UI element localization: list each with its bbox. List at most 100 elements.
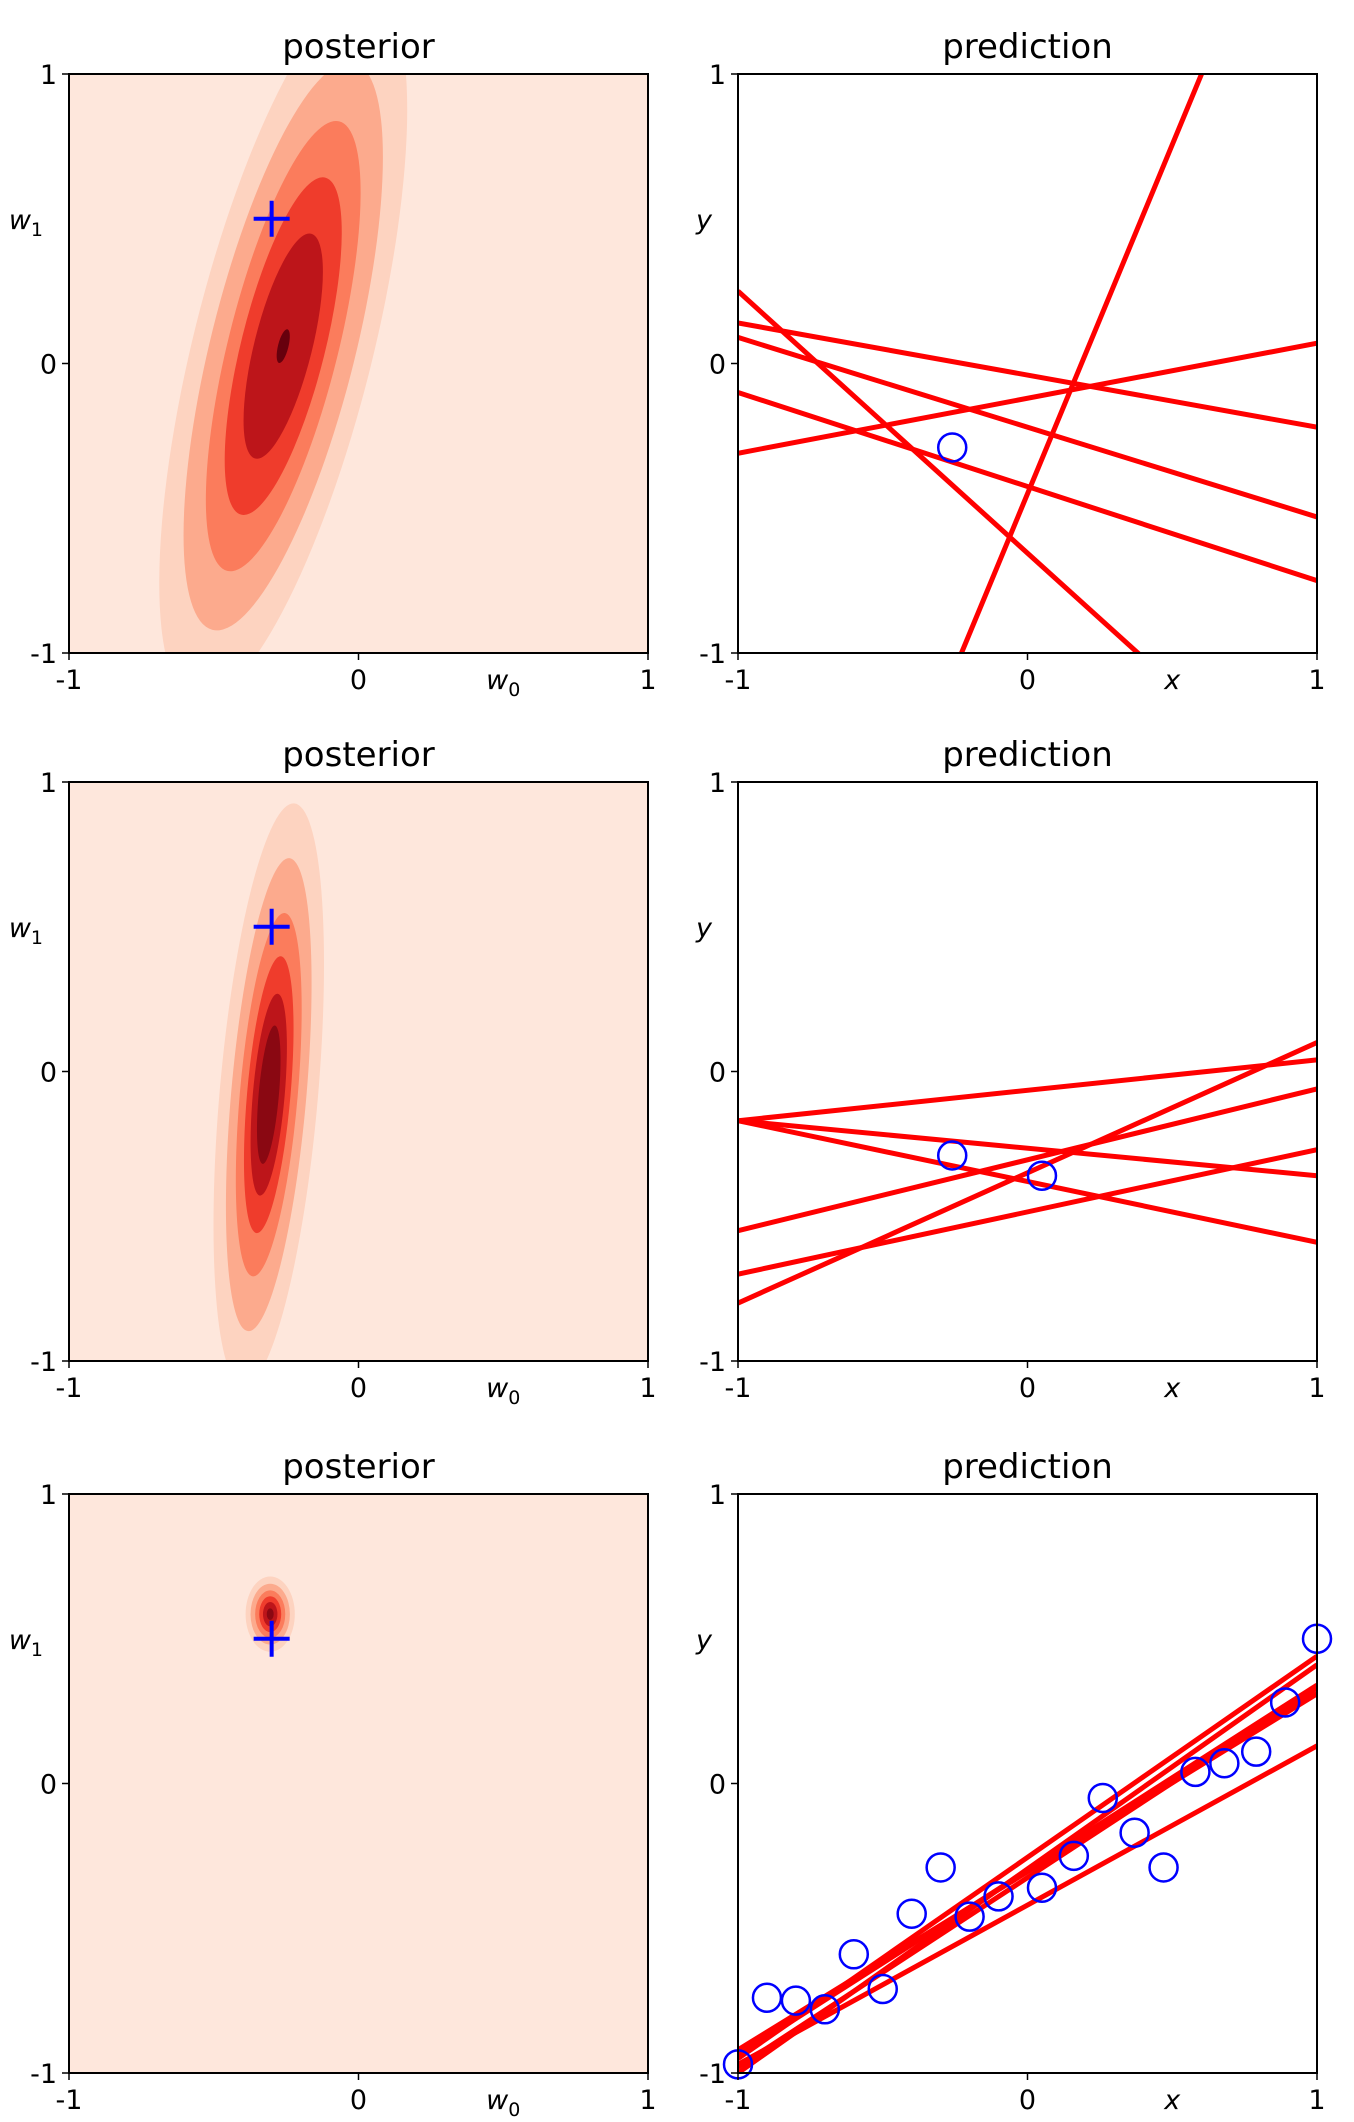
plot-content bbox=[213, 803, 325, 1361]
observation-point bbox=[1119, 1817, 1150, 1848]
x-axis-label: w0 bbox=[486, 665, 520, 701]
y-tick-label: 0 bbox=[709, 1058, 726, 1089]
y-tick-label: -1 bbox=[699, 1347, 726, 1378]
y-axis-label: w1 bbox=[9, 1625, 43, 1661]
y-tick-label: 0 bbox=[709, 1770, 726, 1801]
observation-point bbox=[936, 432, 968, 463]
x-tick-label: 0 bbox=[350, 1373, 367, 1404]
true-weight-marker bbox=[253, 908, 290, 945]
x-axis-label: w0 bbox=[486, 1373, 520, 1409]
x-tick-label: 1 bbox=[639, 1373, 656, 1404]
sample-line-2 bbox=[738, 320, 1317, 430]
observation-point bbox=[1087, 1782, 1119, 1814]
sample-line-1 bbox=[738, 1118, 1317, 1245]
sample-line-5 bbox=[738, 340, 1317, 456]
x-axis-label: x bbox=[1163, 1373, 1181, 1404]
sample-line-4 bbox=[738, 390, 1317, 584]
x-tick-label: -1 bbox=[56, 2085, 83, 2116]
x-tick-label: 0 bbox=[1019, 2085, 1036, 2116]
observation-point bbox=[1148, 1852, 1179, 1883]
observation-point bbox=[780, 1985, 812, 2016]
sample-line-6 bbox=[958, 74, 1205, 653]
observation-point bbox=[1209, 1747, 1240, 1779]
subplot-5: posterior -1 0 1 -1 0 1 w0 w1 bbox=[9, 1447, 657, 2121]
observation-point bbox=[954, 1901, 985, 1932]
sample-line-3 bbox=[738, 1118, 1317, 1179]
x-tick-label: 1 bbox=[1308, 1373, 1325, 1404]
y-tick-label: -1 bbox=[30, 639, 57, 670]
sample-line-5 bbox=[738, 1147, 1317, 1277]
x-axis-label: w0 bbox=[486, 2085, 520, 2121]
observation-point bbox=[925, 1852, 956, 1883]
x-axis-label: x bbox=[1163, 665, 1181, 696]
observation-point bbox=[983, 1881, 1014, 1912]
x-tick-label: -1 bbox=[56, 1373, 83, 1404]
plot-content bbox=[738, 74, 1317, 653]
subplot-6: prediction -1 0 1 -1 0 1 x y bbox=[695, 1447, 1333, 2116]
plot-content bbox=[738, 1040, 1317, 1306]
y-tick-label: 0 bbox=[40, 1058, 57, 1089]
observation-point bbox=[1269, 1687, 1301, 1718]
x-tick-label: 1 bbox=[1308, 2085, 1325, 2116]
x-tick-label: -1 bbox=[725, 665, 752, 696]
y-axis-label: y bbox=[695, 913, 713, 944]
contour-level-6 bbox=[256, 1025, 281, 1164]
observation-point bbox=[838, 1939, 870, 1970]
x-tick-label: 1 bbox=[639, 2085, 656, 2116]
subplot-title: prediction bbox=[942, 1447, 1113, 1487]
plot-content bbox=[738, 1654, 1317, 2073]
subplot-title: prediction bbox=[942, 735, 1113, 775]
y-tick-label: 1 bbox=[709, 1480, 726, 1511]
sample-line-6 bbox=[738, 1654, 1317, 2061]
y-tick-label: -1 bbox=[699, 639, 726, 670]
y-tick-label: 1 bbox=[40, 1480, 57, 1511]
y-tick-label: 0 bbox=[40, 350, 57, 381]
contour-level-6 bbox=[276, 329, 290, 364]
y-tick-label: -1 bbox=[699, 2059, 726, 2090]
subplot-1: posterior -1 0 1 -1 0 1 w0 w1 bbox=[9, 27, 657, 701]
x-tick-label: -1 bbox=[725, 2085, 752, 2116]
subplot-title: posterior bbox=[282, 1447, 435, 1487]
true-weight-marker bbox=[253, 1620, 290, 1657]
observation-point bbox=[1180, 1756, 1211, 1788]
x-tick-label: 0 bbox=[1019, 665, 1036, 696]
y-axis-label: w1 bbox=[9, 913, 43, 949]
observation-point bbox=[896, 1898, 927, 1930]
observation-point bbox=[1058, 1840, 1090, 1872]
y-tick-label: 1 bbox=[40, 60, 57, 91]
y-tick-label: 0 bbox=[40, 1770, 57, 1801]
observation-point bbox=[1240, 1736, 1272, 1767]
x-tick-label: 0 bbox=[350, 2085, 367, 2116]
subplot-3: posterior -1 0 1 -1 0 1 w0 w1 bbox=[9, 735, 657, 1409]
x-tick-label: 1 bbox=[1308, 665, 1325, 696]
y-tick-label: 1 bbox=[709, 60, 726, 91]
sample-line-4 bbox=[738, 1086, 1317, 1234]
y-tick-label: 1 bbox=[709, 768, 726, 799]
x-tick-label: 1 bbox=[639, 665, 656, 696]
subplot-title: posterior bbox=[282, 735, 435, 775]
x-axis-label: x bbox=[1163, 2085, 1181, 2116]
y-axis-label: y bbox=[695, 205, 713, 236]
sample-line-1 bbox=[738, 289, 1142, 653]
x-tick-label: -1 bbox=[56, 665, 83, 696]
observation-point bbox=[867, 1973, 898, 2005]
subplot-title: posterior bbox=[282, 27, 435, 67]
observation-point bbox=[809, 1994, 841, 2025]
plot-area bbox=[69, 782, 648, 1361]
observation-point bbox=[1026, 1872, 1058, 1903]
x-tick-label: -1 bbox=[725, 1373, 752, 1404]
observation-point bbox=[936, 1140, 968, 1171]
contour-level-6 bbox=[266, 1608, 274, 1620]
plot-area bbox=[738, 1494, 1317, 2073]
sample-line-2 bbox=[738, 1057, 1317, 1124]
y-tick-label: -1 bbox=[30, 1347, 57, 1378]
sample-line-3 bbox=[738, 335, 1317, 520]
y-tick-label: 1 bbox=[40, 768, 57, 799]
sample-line-1 bbox=[738, 1743, 1317, 2067]
y-axis-label: y bbox=[695, 1625, 713, 1656]
plot-content bbox=[159, 74, 408, 653]
y-tick-label: 0 bbox=[709, 350, 726, 381]
plot-content bbox=[245, 1576, 295, 1657]
x-tick-label: 0 bbox=[350, 665, 367, 696]
